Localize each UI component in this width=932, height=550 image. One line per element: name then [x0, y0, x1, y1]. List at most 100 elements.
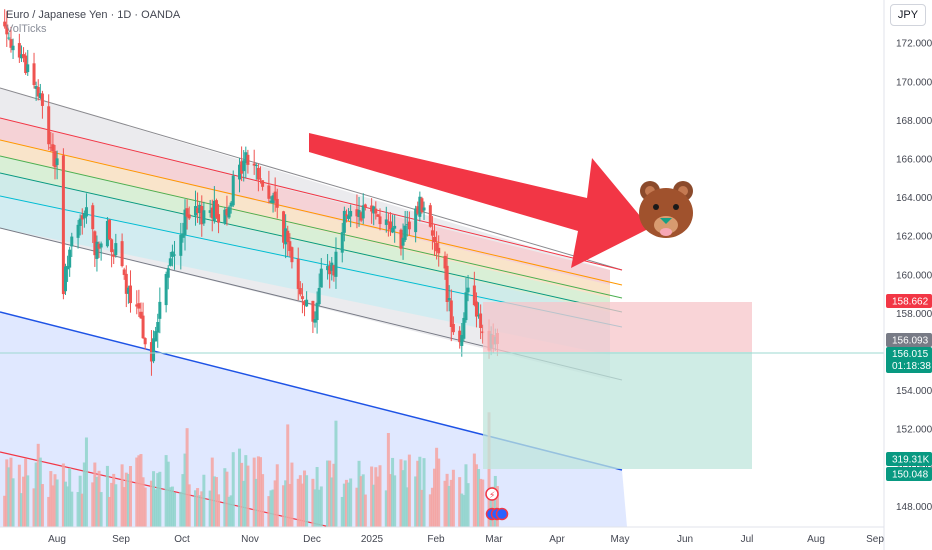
candle-body[interactable]: [401, 237, 405, 246]
candle-body[interactable]: [370, 205, 374, 212]
candle-body[interactable]: [430, 230, 434, 236]
candle-body[interactable]: [32, 63, 36, 86]
candle-body[interactable]: [464, 292, 468, 321]
candle-body[interactable]: [458, 330, 462, 343]
candle-body[interactable]: [187, 214, 191, 219]
candle-body[interactable]: [22, 54, 26, 58]
candle-body[interactable]: [326, 266, 330, 271]
candle-body[interactable]: [244, 152, 248, 164]
candle-body[interactable]: [122, 269, 126, 275]
candle-body[interactable]: [357, 210, 361, 218]
candle-body[interactable]: [254, 165, 258, 167]
candle-body[interactable]: [229, 202, 233, 207]
candle-body[interactable]: [120, 241, 124, 267]
candle-body[interactable]: [181, 233, 185, 238]
candle-body[interactable]: [173, 254, 177, 256]
candle-body[interactable]: [284, 228, 288, 245]
candle-body[interactable]: [110, 239, 114, 253]
candle-body[interactable]: [166, 268, 170, 278]
candle-body[interactable]: [97, 243, 101, 249]
candle-body[interactable]: [200, 205, 204, 225]
candle-body[interactable]: [223, 209, 227, 223]
candle-body[interactable]: [179, 234, 183, 256]
candle-body[interactable]: [355, 209, 359, 217]
candle-body[interactable]: [128, 285, 132, 304]
candle-body[interactable]: [258, 178, 262, 180]
candle-body[interactable]: [449, 300, 453, 327]
candle-body[interactable]: [328, 265, 332, 275]
candle-body[interactable]: [416, 206, 420, 214]
candle-body[interactable]: [84, 207, 88, 217]
bearish-arrow-annotation[interactable]: [309, 133, 650, 268]
candle-body[interactable]: [9, 39, 13, 48]
candle-body[interactable]: [80, 215, 84, 220]
candle-body[interactable]: [460, 335, 464, 346]
candle-body[interactable]: [267, 185, 271, 199]
candle-body[interactable]: [154, 331, 158, 342]
candle-body[interactable]: [61, 155, 65, 295]
candle-body[interactable]: [372, 206, 376, 214]
candle-body[interactable]: [363, 204, 367, 208]
candle-body[interactable]: [462, 317, 466, 339]
candle-body[interactable]: [334, 251, 338, 277]
candle-body[interactable]: [141, 315, 145, 339]
candle-body[interactable]: [388, 221, 392, 230]
currency-button[interactable]: JPY: [890, 4, 926, 26]
candle-body[interactable]: [332, 265, 336, 276]
candle-body[interactable]: [359, 212, 363, 221]
candle-body[interactable]: [303, 301, 307, 306]
candle-body[interactable]: [114, 243, 118, 256]
candle-body[interactable]: [273, 191, 277, 201]
candle-body[interactable]: [290, 247, 294, 263]
candle-body[interactable]: [183, 209, 187, 236]
candle-body[interactable]: [298, 288, 302, 295]
candle-body[interactable]: [300, 296, 304, 299]
candle-body[interactable]: [214, 200, 218, 218]
candle-body[interactable]: [330, 262, 334, 271]
candle-body[interactable]: [152, 338, 156, 362]
candle-body[interactable]: [231, 175, 235, 206]
candle-body[interactable]: [11, 45, 15, 51]
candle-body[interactable]: [5, 24, 9, 35]
candle-body[interactable]: [63, 266, 67, 292]
currency-event-icon[interactable]: [495, 507, 509, 521]
candle-body[interactable]: [212, 200, 216, 221]
candle-body[interactable]: [126, 287, 130, 294]
candle-body[interactable]: [376, 214, 380, 217]
candle-body[interactable]: [472, 285, 476, 306]
candle-body[interactable]: [225, 208, 229, 216]
take-profit-zone[interactable]: [483, 352, 752, 469]
channel-line[interactable]: [0, 139, 623, 286]
candle-body[interactable]: [317, 287, 321, 305]
candle-body[interactable]: [34, 86, 38, 89]
candle-body[interactable]: [170, 251, 174, 257]
candle-body[interactable]: [437, 247, 441, 254]
candle-body[interactable]: [481, 331, 485, 334]
candle-body[interactable]: [24, 55, 28, 74]
candle-body[interactable]: [256, 167, 260, 180]
candle-body[interactable]: [3, 21, 7, 27]
candle-body[interactable]: [53, 151, 57, 168]
candle-body[interactable]: [36, 87, 40, 97]
candle-body[interactable]: [261, 180, 265, 187]
candle-body[interactable]: [135, 304, 139, 307]
candle-body[interactable]: [374, 208, 378, 214]
candle-body[interactable]: [143, 338, 147, 345]
candle-body[interactable]: [315, 302, 319, 321]
candle-body[interactable]: [49, 147, 53, 149]
candle-body[interactable]: [311, 300, 315, 322]
candle-body[interactable]: [40, 93, 44, 106]
candle-body[interactable]: [319, 268, 323, 288]
candle-body[interactable]: [349, 210, 353, 217]
candle-body[interactable]: [124, 273, 128, 294]
candle-body[interactable]: [55, 158, 59, 166]
candle-body[interactable]: [208, 210, 212, 213]
candle-body[interactable]: [105, 220, 109, 247]
candle-body[interactable]: [313, 319, 317, 323]
candle-body[interactable]: [149, 342, 153, 362]
candle-body[interactable]: [240, 161, 244, 174]
stop-loss-zone[interactable]: [483, 302, 752, 352]
candle-body[interactable]: [78, 218, 82, 226]
candle-body[interactable]: [305, 299, 309, 307]
